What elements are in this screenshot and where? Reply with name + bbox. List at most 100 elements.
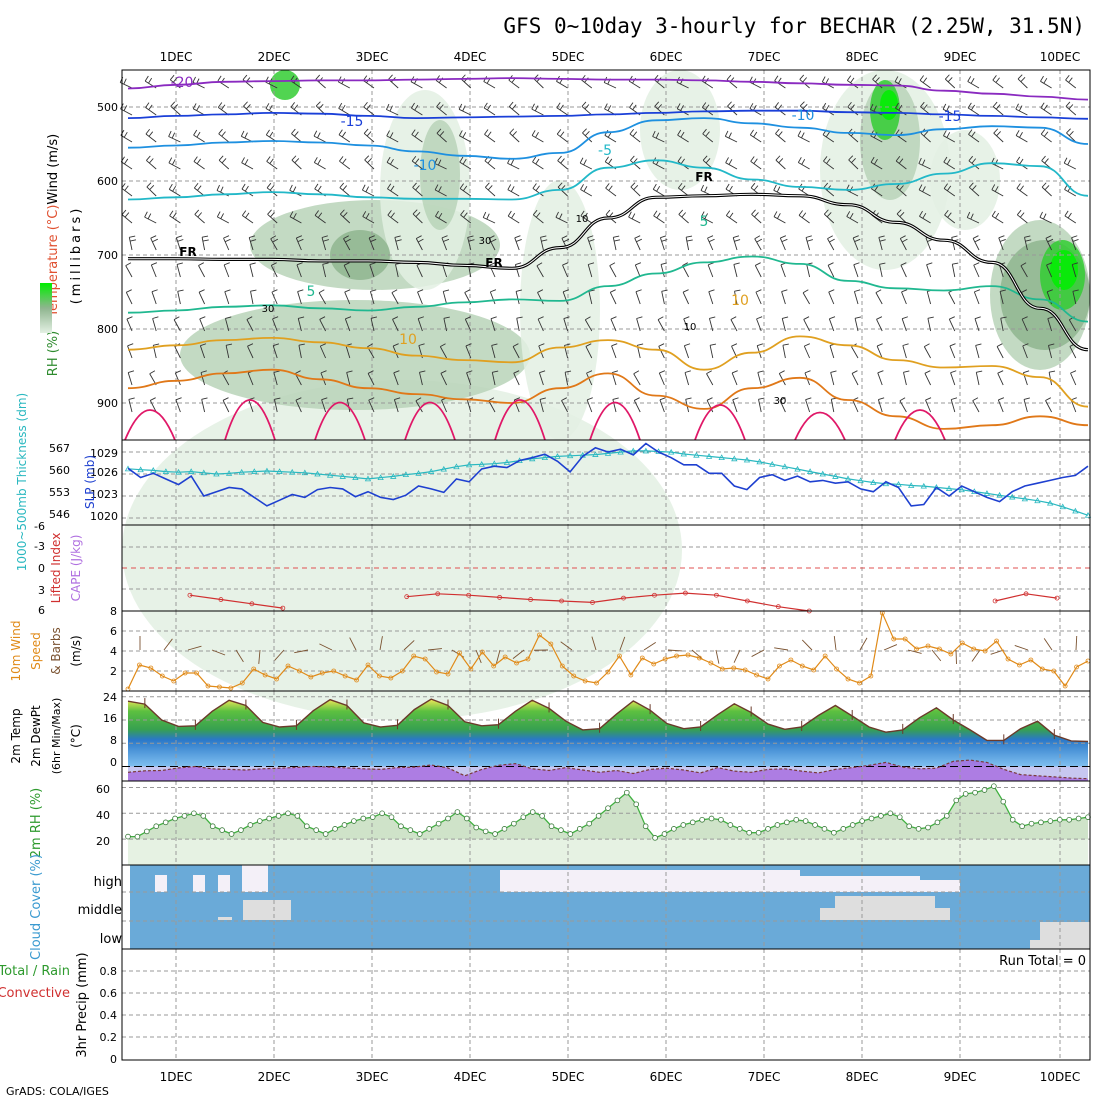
wind-barb <box>611 345 617 359</box>
thickness-marker <box>769 460 776 467</box>
wind-barb-flag <box>561 235 568 239</box>
wind-speed-marker <box>205 683 211 689</box>
wind-barb-flag <box>925 397 932 401</box>
wind-barb <box>967 81 980 89</box>
bottom-date-label: 10DEC <box>1040 1070 1080 1084</box>
thickness-marker <box>1046 499 1054 506</box>
rh2m-marker <box>247 822 254 828</box>
wind-speed-marker <box>731 665 737 671</box>
lifted-tick: 0 <box>38 562 45 575</box>
wind-barb <box>876 319 883 332</box>
wind-barb-flag <box>782 316 789 319</box>
wind-barb <box>754 238 762 251</box>
rh2m-marker <box>925 824 931 831</box>
rh2m-marker <box>379 810 385 817</box>
wind-barb-flag <box>705 158 711 164</box>
wind-barb-flag <box>458 103 463 110</box>
wind-barb-flag <box>508 101 514 107</box>
wind-barb-flag <box>217 102 223 108</box>
wind-barb-flag <box>749 103 754 109</box>
wind-barb <box>339 160 351 170</box>
wind-barb-flag <box>1066 128 1071 134</box>
wind-barb-flag <box>682 289 689 293</box>
wind-barb-flag <box>216 184 220 191</box>
wind-barb-flag <box>171 132 176 139</box>
wind10m-barbs <box>139 635 1078 665</box>
wind-barb-flag <box>221 131 226 137</box>
thickness-marker <box>1034 497 1041 504</box>
wind-barb <box>999 291 1004 305</box>
thickness-marker <box>1021 495 1029 502</box>
thickness-marker <box>945 485 953 491</box>
wind-speed-marker <box>902 636 908 642</box>
rh2m-marker <box>1028 820 1035 827</box>
wind-speed-marker <box>982 648 988 654</box>
wind-barb-flag <box>680 131 685 138</box>
rh2m-marker <box>520 814 527 820</box>
wind-barb-flag <box>801 132 805 139</box>
wind-barb-flag <box>657 316 664 321</box>
wind-barb-flag <box>876 316 883 320</box>
wind-barb-flag <box>394 397 401 400</box>
wind-barb <box>658 346 665 359</box>
wind-barb <box>901 318 907 332</box>
wind-barb-flag <box>434 184 439 191</box>
wind-barb-flag <box>704 213 708 219</box>
wind-barb-flag <box>172 185 177 192</box>
wind-barb-flag <box>175 397 182 401</box>
slp-label: SLP (mb) <box>83 455 97 509</box>
contour-label: 30 <box>479 236 492 247</box>
wind-barb <box>580 162 593 170</box>
temperature-grid <box>122 691 1090 781</box>
wind-barb-flag <box>1039 211 1043 218</box>
surface-barb <box>379 636 383 651</box>
rh2m-marker <box>181 813 188 819</box>
wind-barb-flag <box>1071 235 1078 239</box>
dewpoint-area <box>128 760 1088 781</box>
rh2m-marker <box>718 816 724 823</box>
wind-barb <box>803 319 811 332</box>
wind-barb-flag <box>149 370 156 375</box>
wind-barb-flag <box>313 130 318 137</box>
wind-barb-flag <box>147 213 152 220</box>
wind-barb-flag <box>900 235 906 239</box>
slp-grid <box>122 440 1090 525</box>
wind-barb-flag <box>367 343 373 348</box>
wind-barb-flag <box>196 131 201 138</box>
wind-barb <box>222 373 230 386</box>
wind-barb <box>924 373 932 386</box>
wind-barb-flag <box>776 186 781 193</box>
wind-barb-flag <box>389 105 393 112</box>
wind-barb-flag <box>585 316 591 321</box>
wind-barb-flag <box>873 105 877 112</box>
rh2m-marker <box>313 827 320 833</box>
wind-barb-flag <box>587 235 594 239</box>
wind-barb <box>992 106 1004 116</box>
wind-barb-flag <box>799 74 805 80</box>
wind-speed-marker <box>697 655 702 661</box>
wind-barb-flag <box>923 131 929 137</box>
surface-barb <box>774 647 789 651</box>
wind-barb <box>491 345 496 359</box>
contour-label: -10 <box>792 108 815 124</box>
wind-barb-flag <box>194 209 200 215</box>
rh2m-panel: 60 40 20 2m RH (%) <box>29 780 1091 866</box>
surface-barb <box>859 637 868 651</box>
wind-barb-flag <box>438 212 443 219</box>
thickness-marker <box>314 470 321 477</box>
wind-barb <box>145 133 157 143</box>
wind-barb-flag <box>241 157 245 163</box>
wind-barb <box>313 135 326 143</box>
wind-barb <box>484 133 496 143</box>
top-date-label: 1DEC <box>160 50 193 64</box>
wind-barb <box>415 400 423 413</box>
wind-barb <box>848 159 859 170</box>
wind-barb <box>193 134 205 143</box>
wind-barb <box>491 372 496 386</box>
wind-barb-flag <box>919 75 924 81</box>
wind-barb-flag <box>515 289 522 292</box>
wind-barb-flag <box>782 343 789 346</box>
wind-barb <box>586 399 593 413</box>
wind-barb-flag <box>414 158 420 164</box>
